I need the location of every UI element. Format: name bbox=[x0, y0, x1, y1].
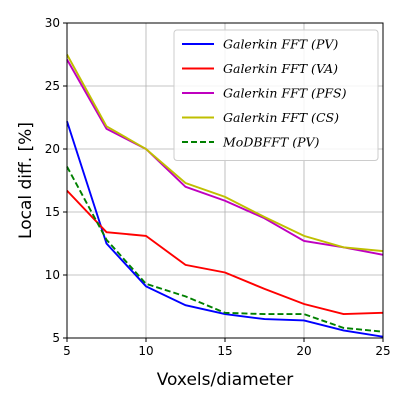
y-tick-label: 5 bbox=[52, 331, 60, 345]
x-tick-label: 10 bbox=[138, 344, 153, 358]
y-tick-label: 20 bbox=[45, 142, 60, 156]
x-tick-label: 15 bbox=[217, 344, 232, 358]
x-tick-label: 5 bbox=[63, 344, 71, 358]
series-line-1 bbox=[66, 121, 384, 338]
y-tick-label: 15 bbox=[45, 205, 60, 219]
series-line-3 bbox=[66, 59, 384, 256]
x-tick-label: 20 bbox=[296, 344, 311, 358]
legend-entry-3: Galerkin FFT (PFS) bbox=[223, 86, 347, 101]
legend: Galerkin FFT (PV) Galerkin FFT (VA) Galerk… bbox=[173, 29, 379, 161]
legend-entry-4: Galerkin FFT (CS) bbox=[223, 110, 339, 125]
legend-box bbox=[173, 29, 379, 161]
y-axis-label: Local diff. [%] bbox=[16, 122, 36, 239]
legend-entry-5: MoDBFFT (PV) bbox=[222, 135, 320, 150]
legend-entry-2: Galerkin FFT (VA) bbox=[223, 61, 338, 76]
series-layer bbox=[66, 54, 384, 338]
y-tick-label: 10 bbox=[45, 268, 60, 282]
x-tick-label: 25 bbox=[375, 344, 390, 358]
x-axis-label: Voxels/diameter bbox=[157, 370, 294, 390]
series-line-5 bbox=[66, 166, 384, 333]
y-tick-label: 30 bbox=[45, 16, 60, 30]
series-line-2 bbox=[66, 189, 384, 316]
series-line-4 bbox=[66, 54, 384, 253]
y-tick-label: 25 bbox=[45, 79, 60, 93]
legend-entry-1: Galerkin FFT (PV) bbox=[223, 37, 338, 52]
axis-ticks: 5 10 15 20 25 5 10 15 20 25 30 bbox=[45, 16, 391, 358]
